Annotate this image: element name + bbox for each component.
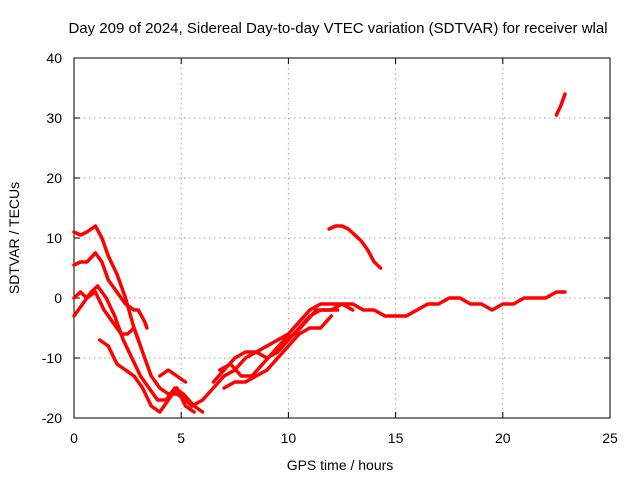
x-tick-label: 0	[70, 430, 78, 446]
series-line-arc-4	[72, 290, 141, 342]
y-tick-label: 40	[46, 50, 62, 66]
y-tick-label: 0	[54, 290, 62, 306]
y-tick-label: 20	[46, 170, 62, 186]
y-tick-label: 30	[46, 110, 62, 126]
series-line-arc-9	[222, 314, 334, 390]
x-tick-label: 20	[495, 430, 511, 446]
y-axis-label: SDTVAR / TECUs	[6, 182, 22, 294]
x-tick-label: 10	[281, 430, 297, 446]
x-tick-label: 5	[177, 430, 185, 446]
series-line-arc-10	[218, 308, 340, 378]
series-line-arc-3	[72, 284, 205, 414]
series-line-arc-6	[158, 368, 188, 384]
series-line-arc-5	[97, 338, 196, 414]
x-tick-label: 15	[388, 430, 404, 446]
x-tick-label: 25	[602, 430, 618, 446]
series-line-arc-2	[72, 251, 149, 330]
series-line-arc-12	[554, 92, 567, 117]
data-series	[72, 92, 567, 414]
series-line-arc-11	[327, 224, 383, 270]
series-line-arc-1	[72, 224, 194, 408]
series-line-arc-7	[190, 290, 567, 408]
grid-lines	[74, 58, 610, 418]
y-tick-label: 10	[46, 230, 62, 246]
axis-ticks: 0 5 10 15 20 25 -20 -10 0 10 20 30 40	[42, 50, 618, 446]
chart-title: Day 209 of 2024, Sidereal Day-to-day VTE…	[68, 20, 607, 37]
x-axis-label: GPS time / hours	[287, 457, 394, 473]
y-tick-label: -20	[42, 410, 62, 426]
y-tick-label: -10	[42, 350, 62, 366]
